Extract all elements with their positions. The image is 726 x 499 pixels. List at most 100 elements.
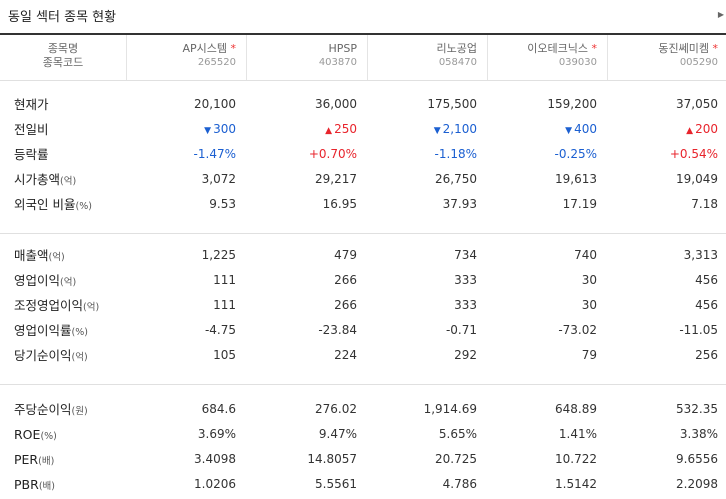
- table-cell: 256: [695, 348, 718, 362]
- scroll-right-icon[interactable]: ▶: [717, 10, 724, 19]
- stock-header[interactable]: HPSP 403870: [247, 42, 357, 70]
- unit-label: (억): [60, 176, 77, 187]
- table-cell: 10.722: [555, 452, 597, 466]
- table-cell: 30: [581, 273, 597, 287]
- unit-label: (원): [71, 406, 88, 417]
- table-row: 외국인 비율(%) 9.53 16.95 37.93 17.19 7.18: [0, 192, 726, 217]
- star-marker: *: [227, 42, 236, 55]
- top-rule: [0, 33, 726, 35]
- row-label: 외국인 비율(%): [14, 197, 92, 212]
- stock-header[interactable]: AP시스템 * 265520: [126, 42, 236, 70]
- header-divider: [0, 80, 726, 81]
- header-code-label: 종목코드: [42, 56, 84, 69]
- table-cell: 479: [334, 248, 357, 262]
- table-row: 당기순이익(억) 105 224 292 79 256: [0, 343, 726, 368]
- table-cell: 3.4098: [194, 452, 236, 466]
- table-cell: 159,200: [547, 97, 597, 111]
- unit-label: (억): [83, 302, 100, 313]
- table-row: 매출액(억) 1,225 479 734 740 3,313: [0, 243, 726, 268]
- stock-code: 265520: [197, 57, 236, 68]
- table-cell: 2.2098: [676, 477, 718, 491]
- table-cell: 333: [454, 298, 477, 312]
- unit-label: (배): [38, 456, 55, 467]
- page-title: 동일 섹터 종목 현황: [8, 10, 117, 25]
- table-cell: 532.35: [676, 402, 718, 416]
- table-cell: 20,100: [194, 97, 236, 111]
- table-cell: ▼ 400: [565, 122, 597, 136]
- up-arrow-icon: ▲: [686, 126, 694, 136]
- row-label: ROE(%): [14, 427, 57, 442]
- table-cell: 37,050: [676, 97, 718, 111]
- unit-label: (억): [48, 252, 65, 263]
- table-row: 주당순이익(원) 684.6 276.02 1,914.69 648.89 532.35: [0, 397, 726, 422]
- table-cell: -4.75: [204, 323, 236, 337]
- table-cell: 29,217: [315, 172, 357, 186]
- stock-name-link[interactable]: HPSP: [328, 42, 357, 55]
- row-label: 영업이익(억): [14, 273, 77, 288]
- section-divider: [0, 233, 726, 234]
- table-cell: 9.6556: [676, 452, 718, 466]
- table-cell: 36,000: [315, 97, 357, 111]
- table-cell: 111: [213, 273, 236, 287]
- row-label: PBR(배): [14, 477, 55, 492]
- table-cell: 3,072: [201, 172, 236, 186]
- table-row: 현재가 20,100 36,000 175,500 159,200 37,050: [0, 92, 726, 117]
- stock-header[interactable]: 동진쎄미켐 * 005290: [608, 42, 718, 70]
- table-cell: 16.95: [322, 197, 357, 211]
- stock-name-link[interactable]: 동진쎄미켐: [658, 42, 709, 55]
- row-label: 조정영업이익(억): [14, 298, 100, 313]
- column-divider: [126, 35, 127, 80]
- down-arrow-icon: ▼: [433, 126, 441, 136]
- row-label: 등락률: [14, 147, 49, 162]
- row-label: 현재가: [14, 97, 49, 112]
- row-label: 당기순이익(억): [14, 348, 88, 363]
- table-cell: 9.47%: [318, 427, 357, 441]
- table-cell: -73.02: [558, 323, 597, 337]
- table-cell: 175,500: [427, 97, 477, 111]
- table-cell: 26,750: [435, 172, 477, 186]
- table-cell: 5.65%: [438, 427, 477, 441]
- table-cell: 1.5142: [555, 477, 597, 491]
- column-divider: [246, 35, 247, 80]
- table-row: ROE(%) 3.69% 9.47% 5.65% 1.41% 3.38%: [0, 422, 726, 447]
- table-cell: 266: [334, 298, 357, 312]
- down-arrow-icon: ▼: [204, 126, 212, 136]
- table-cell: -1.18%: [434, 147, 477, 161]
- table-row: 영업이익률(%) -4.75 -23.84 -0.71 -73.02 -11.05: [0, 318, 726, 343]
- stock-code: 039030: [558, 57, 597, 68]
- table-cell: ▲ 250: [325, 122, 357, 136]
- column-divider: [367, 35, 368, 80]
- table-cell: 3.38%: [679, 427, 718, 441]
- table-cell: 5.5561: [315, 477, 357, 491]
- table-cell: 1.41%: [558, 427, 597, 441]
- unit-label: (%): [75, 201, 92, 212]
- table-row: 조정영업이익(억) 111 266 333 30 456: [0, 293, 726, 318]
- table-cell: 1,225: [201, 248, 236, 262]
- table-cell: ▼ 300: [204, 122, 236, 136]
- row-label: 전일비: [14, 122, 49, 137]
- table-cell: 37.93: [442, 197, 477, 211]
- row-label: 영업이익률(%): [14, 323, 88, 338]
- stock-name-link[interactable]: AP시스템: [182, 42, 227, 55]
- stock-code: 005290: [679, 57, 718, 68]
- table-cell: 276.02: [315, 402, 357, 416]
- table-row: 시가총액(억) 3,072 29,217 26,750 19,613 19,049: [0, 167, 726, 192]
- stock-name-link[interactable]: 리노공업: [436, 42, 477, 55]
- star-marker: *: [588, 42, 597, 55]
- unit-label: (%): [40, 431, 57, 442]
- stock-header[interactable]: 리노공업 058470: [367, 42, 477, 70]
- stock-header[interactable]: 이오테크닉스 * 039030: [487, 42, 597, 70]
- column-divider: [487, 35, 488, 80]
- column-divider: [607, 35, 608, 80]
- stock-name-link[interactable]: 이오테크닉스: [527, 42, 588, 55]
- table-cell: 79: [581, 348, 597, 362]
- row-label: 매출액(억): [14, 248, 65, 263]
- unit-label: (%): [71, 327, 88, 338]
- table-cell: 266: [334, 273, 357, 287]
- table-cell: 224: [334, 348, 357, 362]
- star-marker: *: [709, 42, 718, 55]
- table-cell: 111: [213, 298, 236, 312]
- table-cell: -1.47%: [193, 147, 236, 161]
- section-divider: [0, 384, 726, 385]
- table-cell: 20.725: [435, 452, 477, 466]
